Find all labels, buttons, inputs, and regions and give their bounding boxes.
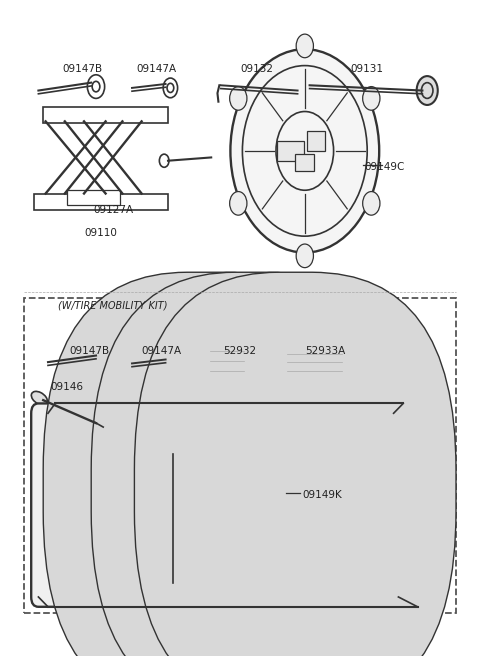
Text: 52933A: 52933A — [305, 346, 345, 356]
Bar — [295, 154, 314, 171]
FancyBboxPatch shape — [24, 298, 456, 613]
Circle shape — [363, 192, 380, 215]
Text: 52932: 52932 — [223, 346, 256, 356]
Text: (W/TIRE MOBILITY KIT): (W/TIRE MOBILITY KIT) — [58, 300, 167, 310]
Text: 09132: 09132 — [240, 64, 273, 74]
Circle shape — [229, 192, 247, 215]
Bar — [314, 380, 319, 388]
Circle shape — [296, 244, 313, 268]
FancyBboxPatch shape — [283, 339, 346, 397]
Text: 09110: 09110 — [84, 228, 117, 238]
Text: 09147B: 09147B — [70, 346, 110, 356]
Bar — [293, 380, 298, 388]
FancyBboxPatch shape — [134, 272, 456, 656]
Circle shape — [219, 329, 234, 350]
Bar — [300, 380, 305, 388]
Circle shape — [212, 320, 241, 359]
Text: 09146: 09146 — [50, 382, 84, 392]
FancyBboxPatch shape — [91, 272, 413, 656]
FancyBboxPatch shape — [43, 107, 168, 123]
Circle shape — [229, 87, 247, 110]
Text: 09131: 09131 — [350, 64, 384, 74]
Text: 09127A: 09127A — [94, 205, 134, 215]
FancyBboxPatch shape — [205, 336, 249, 392]
FancyBboxPatch shape — [67, 190, 120, 205]
Text: 09147B: 09147B — [62, 64, 103, 74]
FancyBboxPatch shape — [34, 194, 168, 210]
Circle shape — [363, 87, 380, 110]
Text: 09147A: 09147A — [137, 64, 177, 74]
Text: 09149C: 09149C — [365, 162, 405, 173]
Text: 09149K: 09149K — [302, 490, 342, 501]
Bar — [277, 141, 304, 161]
FancyBboxPatch shape — [53, 446, 379, 590]
Text: 09147A: 09147A — [142, 346, 182, 356]
Bar — [307, 131, 325, 151]
Circle shape — [417, 76, 438, 105]
Circle shape — [230, 49, 379, 253]
FancyBboxPatch shape — [43, 272, 370, 656]
Bar — [307, 380, 312, 388]
Ellipse shape — [31, 392, 48, 405]
FancyBboxPatch shape — [31, 403, 406, 607]
Circle shape — [296, 34, 313, 58]
